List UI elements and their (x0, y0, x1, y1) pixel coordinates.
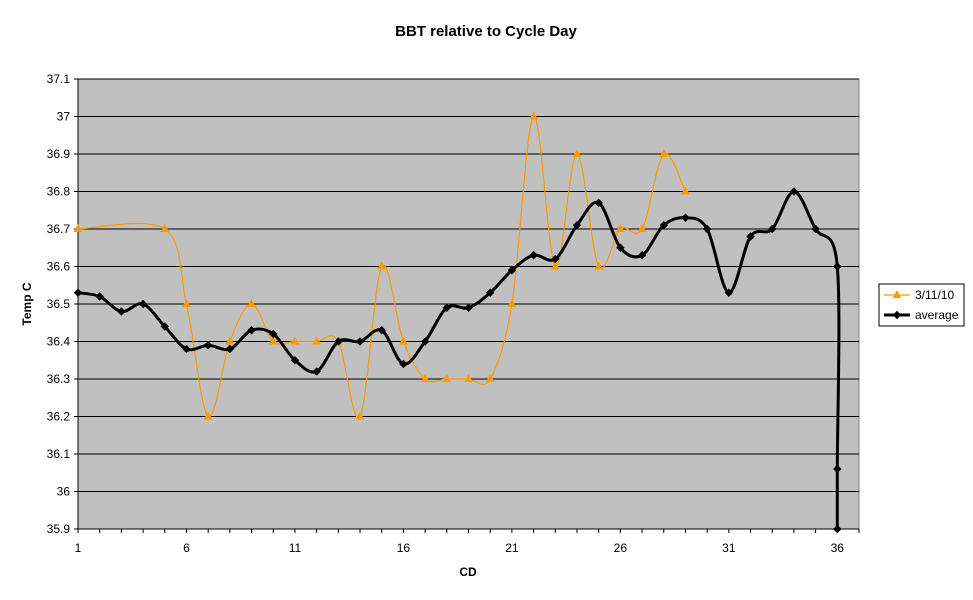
legend-marker (892, 310, 902, 320)
legend-marker (892, 289, 902, 298)
data-point (377, 261, 387, 270)
data-point (746, 232, 755, 241)
data-point (833, 464, 842, 474)
data-point (247, 326, 256, 335)
data-point (290, 356, 300, 365)
data-point (616, 223, 625, 232)
data-point (290, 336, 300, 345)
data-point (203, 341, 213, 350)
x-axis-label: CD (459, 565, 477, 579)
data-point (529, 111, 538, 120)
y-tick-label: 37.1 (47, 72, 71, 86)
data-point (420, 337, 430, 346)
data-point (637, 251, 647, 260)
data-point (594, 198, 603, 207)
data-point (95, 292, 104, 301)
data-point (117, 307, 126, 316)
data-point (420, 373, 430, 382)
data-point (529, 251, 538, 260)
data-point (268, 336, 278, 345)
data-point (507, 298, 517, 307)
data-point (616, 243, 625, 252)
x-tick-label: 1 (75, 541, 82, 555)
legend: 3/11/10 average (878, 283, 965, 327)
data-point (247, 298, 256, 307)
data-point (73, 223, 83, 232)
data-point (789, 187, 799, 196)
data-point (203, 411, 213, 420)
y-tick-label: 36.3 (47, 372, 71, 386)
data-point (572, 221, 582, 230)
x-tick-label: 16 (397, 541, 411, 555)
data-point (485, 373, 495, 382)
data-point (702, 224, 712, 234)
x-tick-label: 31 (722, 541, 736, 555)
data-point (312, 367, 321, 376)
y-axis-ticks: 35.9 36 36.1 36.2 36.3 36.4 36.5 36.6 36.7 36.8 36… (47, 72, 79, 536)
y-tick-label: 36.4 (47, 335, 71, 349)
data-point (681, 186, 690, 195)
data-point (160, 223, 170, 232)
y-tick-label: 37 (57, 110, 71, 124)
data-point (269, 329, 278, 339)
y-tick-label: 36.5 (47, 297, 71, 311)
data-point (312, 336, 321, 345)
x-tick-label: 21 (505, 541, 519, 555)
series-average (73, 187, 842, 534)
y-tick-label: 36.7 (47, 222, 71, 236)
data-point (507, 266, 517, 275)
y-tick-label: 36.8 (47, 185, 71, 199)
data-point (442, 303, 452, 312)
data-point (442, 373, 452, 382)
data-point (399, 336, 408, 345)
y-tick-label: 36.2 (47, 410, 71, 424)
data-point (594, 261, 604, 270)
data-point (572, 148, 582, 157)
data-point (225, 336, 235, 345)
data-point (768, 224, 777, 234)
data-point (811, 224, 820, 234)
data-point (225, 344, 235, 354)
data-point (551, 254, 560, 264)
data-point (464, 303, 473, 312)
legend-label: average (915, 308, 959, 322)
y-tick-label: 36.6 (47, 260, 71, 274)
data-point (485, 288, 495, 297)
data-point (724, 288, 734, 297)
data-point (833, 262, 842, 271)
data-point (681, 213, 690, 222)
x-tick-label: 6 (183, 541, 190, 555)
x-tick-label: 36 (831, 541, 845, 555)
data-point (138, 299, 148, 309)
data-point (355, 337, 365, 346)
legend-label: 3/11/10 (915, 288, 954, 302)
chart-title: BBT relative to Cycle Day (395, 23, 577, 40)
data-point (73, 288, 83, 297)
data-point (182, 344, 191, 354)
data-point (355, 411, 365, 420)
x-tick-label: 11 (289, 541, 302, 555)
data-point (334, 337, 343, 346)
data-point (659, 221, 668, 230)
y-axis-label: Temp C (20, 282, 34, 325)
legend-box (878, 283, 965, 327)
data-point (399, 359, 408, 369)
y-tick-label: 35.9 (47, 522, 71, 536)
data-point (160, 322, 169, 331)
data-point (182, 298, 191, 307)
y-tick-label: 36 (57, 485, 71, 499)
data-point (377, 326, 386, 335)
data-point (637, 223, 647, 232)
data-point (464, 373, 473, 382)
series-layer (73, 111, 842, 534)
x-axis-ticks: 1 6 11 16 21 26 31 36 (75, 528, 860, 555)
data-point (833, 524, 842, 534)
y-tick-label: 36.1 (47, 447, 71, 461)
x-tick-label: 26 (614, 541, 628, 555)
data-point (659, 148, 669, 157)
y-tick-label: 36.9 (47, 147, 71, 161)
data-point (550, 261, 560, 270)
gridlines (78, 78, 859, 492)
